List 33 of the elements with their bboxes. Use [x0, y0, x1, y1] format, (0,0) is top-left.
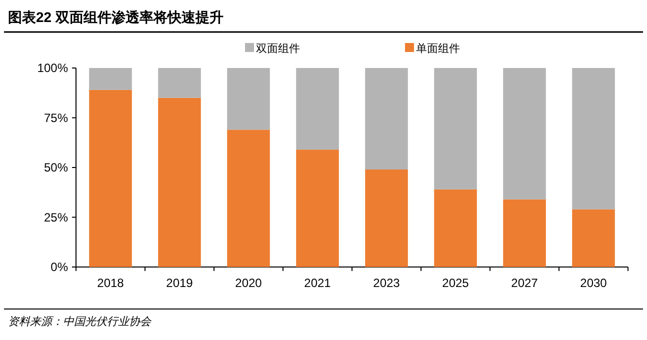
x-tick-label: 2021: [304, 276, 332, 290]
bar: [572, 209, 615, 267]
y-tick-label: 100%: [37, 61, 68, 75]
x-tick-label: 2023: [373, 276, 400, 290]
bar: [158, 68, 201, 98]
bar: [365, 68, 408, 170]
y-tick-label: 25%: [44, 210, 68, 224]
x-tick-label: 2025: [442, 276, 470, 290]
bar: [89, 90, 132, 267]
bar: [158, 98, 201, 267]
bar: [296, 150, 339, 267]
y-tick-label: 75%: [44, 110, 68, 125]
legend-label: 单面组件: [416, 42, 460, 55]
bar: [434, 68, 477, 190]
bar: [89, 68, 132, 90]
x-tick-label: 2030: [580, 276, 608, 290]
chart-title: 图表22 双面组件渗透率将快速提升: [8, 9, 224, 25]
text: 资料来源：中国光伏行业协会: [8, 315, 152, 328]
bar: [227, 68, 270, 130]
legend-label: 双面组件: [256, 43, 300, 55]
bar: [227, 130, 270, 267]
y-tick-label: 50%: [44, 160, 68, 174]
bar: [572, 68, 615, 210]
x-tick-label: 2019: [166, 276, 194, 290]
x-tick-label: 2018: [97, 276, 124, 290]
x-tick-label: 2020: [235, 276, 262, 290]
bar: [434, 189, 477, 267]
bar: [503, 68, 546, 200]
bar: [503, 199, 546, 267]
bar: [365, 169, 408, 267]
y-tick-label: 0%: [50, 260, 68, 274]
bar: [296, 68, 339, 150]
x-tick-label: 2027: [511, 276, 538, 290]
